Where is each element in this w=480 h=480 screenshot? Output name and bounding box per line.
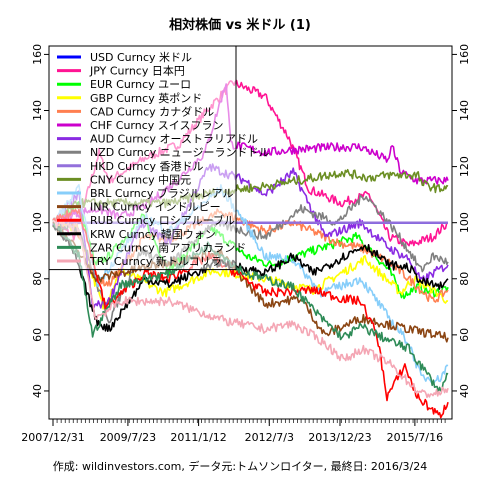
series-line-14: [52, 223, 449, 393]
series-line-4: [52, 208, 449, 303]
chart-footer: 作成: wildinvestors.com, データ元:トムソンロイター, 最終…: [53, 459, 427, 473]
legend-label-5: CHF Curncy スイスフラン: [90, 119, 223, 132]
x-tick-label-4: 2013/12/23: [308, 431, 371, 444]
legend-label-2: EUR Curncy ユーロ: [90, 78, 191, 91]
legend-label-8: HKD Curncy 香港ドル: [90, 160, 203, 173]
legend-label-9: CNY Curncy 中国元: [90, 173, 191, 186]
y-tick-label-right-5: 140: [458, 100, 471, 121]
legend-label-10: BRL Curncy ブラジルレアル: [90, 186, 234, 200]
legend-label-7: NZD Curncy ニュージーランドドル: [90, 146, 270, 159]
legend-label-11: INR Curncy インドルピー: [90, 201, 221, 214]
x-tick-label-2: 2011/1/12: [170, 431, 226, 444]
y-tick-label-left-4: 120: [31, 156, 44, 177]
series-line-13: [52, 224, 449, 332]
x-tick-label-5: 2015/7/16: [387, 431, 443, 444]
legend-label-13: KRW Curncy 韓国ウォン: [90, 228, 216, 241]
legend-label-15: TRY Curncy 新トルコリラ: [89, 254, 222, 268]
y-tick-label-left-5: 140: [31, 100, 44, 121]
legend-label-14: ZAR Curncy 南アフリカランド: [90, 241, 246, 254]
legend-label-3: GBP Curncy 英ポンド: [90, 91, 202, 105]
y-tick-label-left-6: 160: [31, 44, 44, 65]
y-tick-label-left-2: 80: [31, 272, 44, 286]
y-tick-label-right-3: 100: [458, 212, 471, 233]
y-tick-label-left-1: 60: [31, 328, 44, 342]
x-tick-label-0: 2007/12/31: [21, 431, 84, 444]
y-tick-label-right-1: 60: [458, 328, 471, 342]
legend-label-0: USD Curncy 米ドル: [90, 51, 192, 64]
y-tick-label-right-6: 160: [458, 44, 471, 65]
y-tick-label-left-3: 100: [31, 212, 44, 233]
x-tick-label-1: 2009/7/23: [100, 431, 156, 444]
y-tick-label-right-0: 40: [458, 384, 471, 398]
legend-label-12: RUB Curncy ロシアルーブル: [90, 213, 235, 227]
chart-title: 相対株価 vs 米ドル (1): [169, 17, 311, 33]
axis-layer: 40 40 60 60 80 80 100 100 120 120 140 140 160 160 2007…: [21, 44, 471, 444]
legend-label-4: CAD Curncy カナダドル: [90, 104, 214, 118]
legend-label-1: JPY Curncy 日本円: [89, 64, 185, 78]
legend-label-6: AUD Curncy オーストラリアドル: [90, 133, 258, 146]
y-tick-label-right-4: 120: [458, 156, 471, 177]
y-tick-label-left-0: 40: [31, 384, 44, 398]
series-line-15: [52, 218, 449, 399]
x-tick-label-3: 2012/7/3: [245, 431, 294, 444]
y-tick-label-right-2: 80: [458, 272, 471, 286]
series-line-11: [52, 221, 449, 343]
